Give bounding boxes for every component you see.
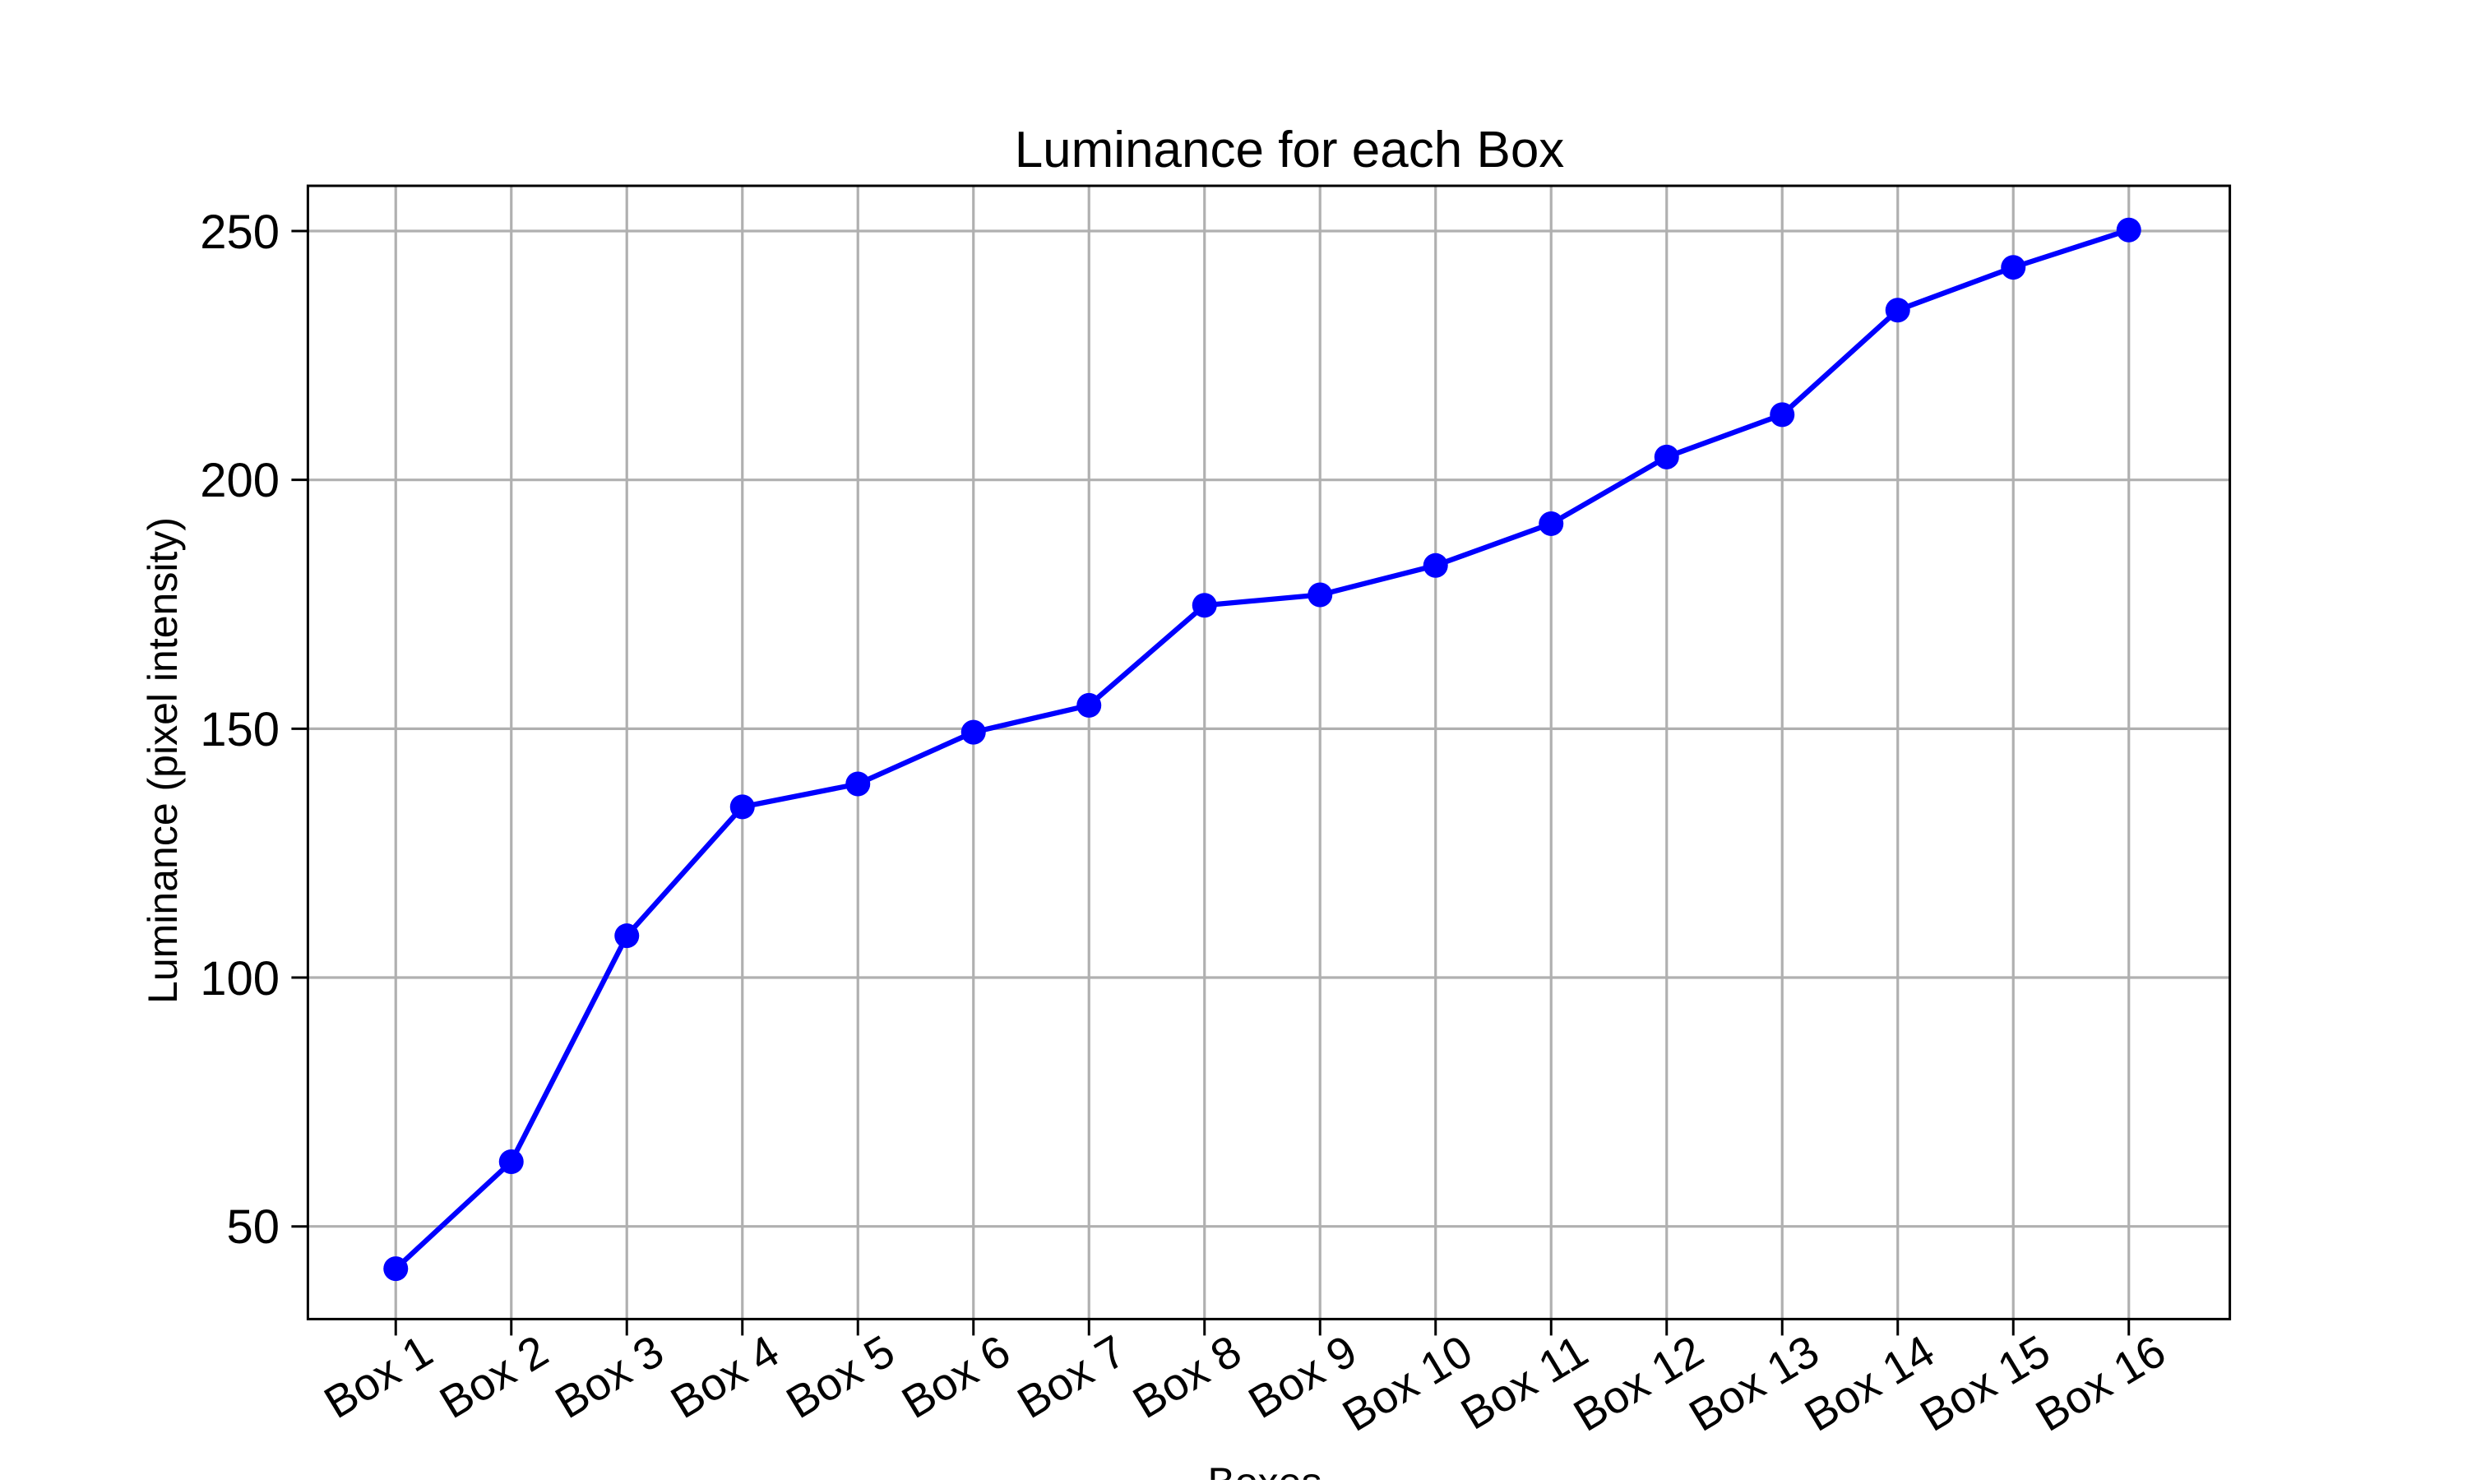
svg-text:Luminance (pixel intensity): Luminance (pixel intensity) [140, 517, 186, 1004]
svg-text:150: 150 [200, 703, 280, 756]
svg-text:200: 200 [200, 454, 280, 507]
svg-text:100: 100 [200, 952, 280, 1006]
svg-text:50: 50 [226, 1200, 280, 1254]
svg-text:Luminance for each Box: Luminance for each Box [1015, 122, 1565, 178]
svg-text:Boxes: Boxes [1208, 1459, 1322, 1480]
svg-text:250: 250 [200, 206, 280, 259]
